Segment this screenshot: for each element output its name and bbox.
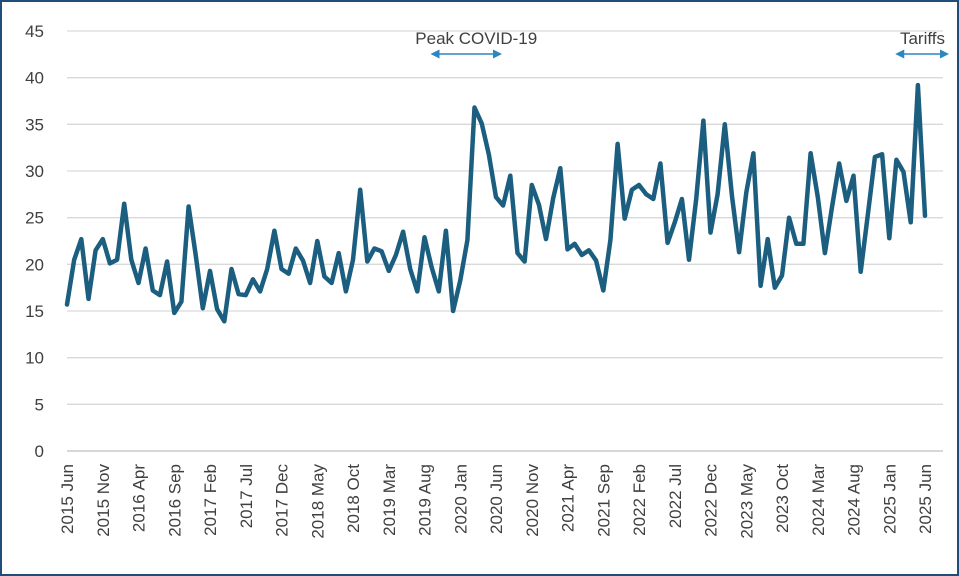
x-tick-label: 2023 May: [737, 464, 756, 539]
x-tick-label: 2020 Jun: [487, 464, 506, 534]
x-tick-label: 2018 May: [308, 464, 327, 539]
arrowhead-right: [493, 49, 502, 59]
x-tick-label: 2021 Apr: [559, 464, 578, 532]
y-tick-label: 40: [25, 69, 44, 88]
y-axis-ticks: 0 5 10 15 20 25 30 35 40 45: [25, 22, 44, 461]
x-tick-label: 2023 Oct: [773, 464, 792, 533]
x-tick-label: 2016 Apr: [130, 464, 149, 532]
annotation-2: Tariffs: [895, 29, 949, 59]
annotation-label: Tariffs: [900, 29, 945, 48]
y-tick-label: 10: [25, 349, 44, 368]
annotation-label: Peak COVID-19: [415, 29, 537, 48]
x-tick-label: 2022 Dec: [702, 464, 721, 537]
x-tick-label: 2015 Nov: [94, 464, 113, 537]
x-tick-label: 2019 Aug: [416, 464, 435, 536]
x-tick-label: 2015 Jun: [58, 464, 77, 534]
y-tick-label: 15: [25, 302, 44, 321]
x-tick-label: 2020 Jan: [451, 464, 470, 534]
annotations: Peak COVID-19 Tariffs: [415, 29, 949, 59]
x-tick-label: 2022 Feb: [630, 464, 649, 536]
y-tick-label: 45: [25, 22, 44, 41]
arrowhead-right: [940, 49, 949, 59]
y-tick-label: 0: [35, 442, 44, 461]
x-tick-label: 2017 Jul: [237, 464, 256, 528]
x-axis-ticks: 2015 Jun 2015 Nov 2016 Apr 2016 Sep 2017 Feb…: [58, 464, 935, 539]
arrowhead-left: [895, 49, 905, 59]
x-tick-label: 2021 Sep: [594, 464, 613, 537]
series-line: [64, 82, 928, 324]
x-tick-label: 2024 Aug: [845, 464, 864, 536]
y-tick-label: 30: [25, 162, 44, 181]
y-tick-label: 20: [25, 255, 44, 274]
x-tick-label: 2019 Mar: [380, 464, 399, 536]
x-tick-label: 2025 Jun: [916, 464, 935, 534]
gridlines: [67, 30, 943, 452]
y-tick-label: 5: [35, 395, 44, 414]
x-tick-label: 2024 Mar: [809, 464, 828, 536]
annotation-1: Peak COVID-19: [415, 29, 537, 59]
x-tick-label: 2025 Jan: [880, 464, 899, 534]
x-tick-label: 2017 Dec: [273, 464, 292, 537]
y-tick-label: 35: [25, 115, 44, 134]
y-tick-label: 25: [25, 209, 44, 228]
x-tick-label: 2016 Sep: [165, 464, 184, 537]
x-tick-label: 2018 Oct: [344, 464, 363, 533]
x-tick-label: 2022 Jul: [666, 464, 685, 528]
x-tick-label: 2017 Feb: [201, 464, 220, 536]
x-tick-label: 2020 Nov: [523, 464, 542, 537]
arrowhead-left: [430, 49, 440, 59]
